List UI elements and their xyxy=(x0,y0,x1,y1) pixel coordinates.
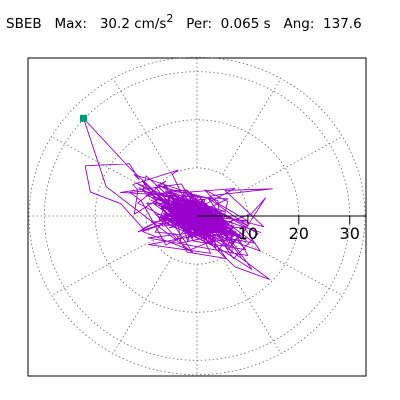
orbit-path xyxy=(83,117,273,280)
axis-tick-label: 20 xyxy=(289,224,309,243)
radial-axis: 10 20 30 xyxy=(197,215,366,243)
orbit-trace xyxy=(83,117,273,280)
period-value: 0.065 s xyxy=(220,16,271,32)
grid-spoke xyxy=(112,78,172,175)
peak-marker xyxy=(79,114,87,122)
max-value: 30.2 cm/s xyxy=(99,16,167,32)
max-unit-exponent: 2 xyxy=(166,12,174,25)
period-label: Per: xyxy=(186,16,213,32)
station-code: SBEB xyxy=(6,16,42,32)
angle-value: 137.6 xyxy=(323,16,362,32)
grid-spoke xyxy=(240,136,343,193)
grid-spoke xyxy=(51,136,154,193)
grid-spoke xyxy=(222,78,282,175)
grid-spoke xyxy=(240,239,343,296)
grid-spoke xyxy=(222,257,282,354)
angle-label: Ang: xyxy=(283,16,315,32)
grid-spoke xyxy=(112,257,172,354)
peak-marks xyxy=(79,114,87,122)
chart-header: SBEB Max: 30.2 cm/s2 Per: 0.065 s Ang: 1… xyxy=(6,12,362,32)
plot-frame xyxy=(27,57,367,377)
axis-tick-label: 30 xyxy=(340,224,360,243)
grid-spoke xyxy=(51,239,154,296)
max-label: Max: xyxy=(54,16,87,32)
axis-tick-label: 10 xyxy=(238,224,258,243)
